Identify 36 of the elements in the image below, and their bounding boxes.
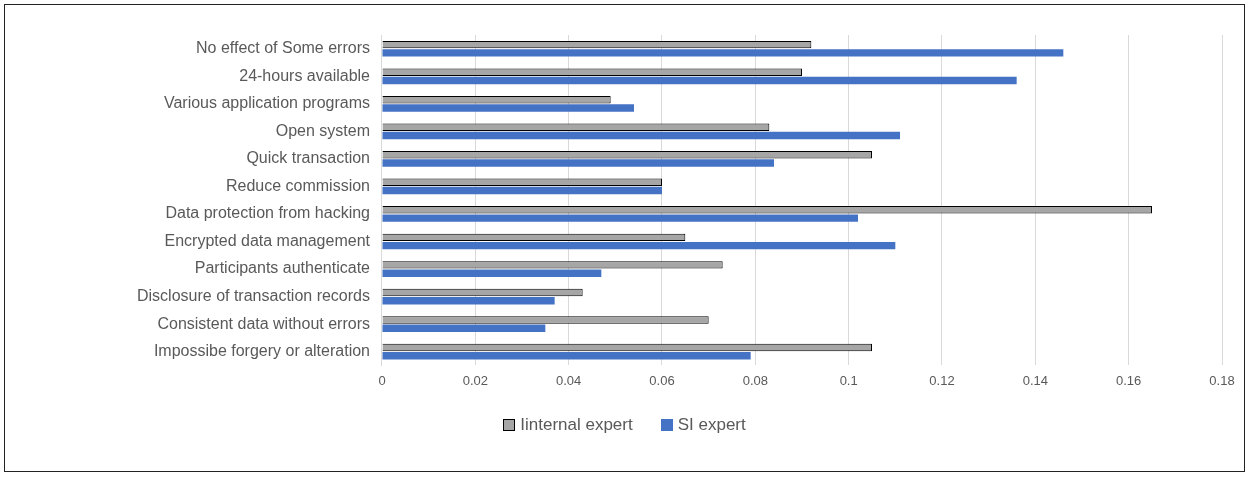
y-tick-label: Various application programs	[163, 94, 370, 112]
y-tick-label: Open system	[275, 121, 370, 139]
y-tick-label: Consistent data without errors	[157, 314, 370, 332]
y-tick-label: No effect of Some errors	[195, 39, 370, 57]
bar	[382, 49, 1064, 57]
y-tick-label: Participants authenticate	[194, 259, 371, 277]
bar	[382, 241, 896, 250]
x-tick-label: 0.12	[929, 372, 955, 388]
bar	[382, 104, 634, 112]
x-tick-label: 0.06	[649, 372, 675, 388]
bar	[382, 76, 1017, 85]
y-tick-label: Impossibe forgery or alteration	[153, 342, 370, 360]
legend-label: SI expert	[677, 415, 746, 435]
x-tick-label: 0.16	[1116, 372, 1142, 388]
x-tick-label: 0	[378, 372, 386, 388]
x-tick-label: 0.08	[742, 372, 768, 388]
y-tick-label: 24-hours available	[239, 66, 371, 84]
x-tick-label: 0.04	[556, 372, 582, 388]
bar	[382, 352, 751, 360]
bar	[382, 269, 602, 277]
bar	[382, 296, 555, 305]
bar	[382, 324, 546, 332]
y-tick-label: Quick transaction	[246, 149, 370, 167]
legend-label: Iinternal expert	[520, 415, 633, 435]
bar	[382, 186, 662, 195]
x-tick-label: 0.1	[839, 372, 858, 388]
x-tick-label: 0.02	[462, 372, 488, 388]
y-tick-label: Encrypted data management	[164, 231, 371, 249]
x-tick-label: 0.14	[1022, 372, 1048, 388]
bar	[382, 131, 900, 140]
y-tick-label: Data protection from hacking	[165, 204, 370, 222]
bar	[382, 214, 858, 222]
y-tick-label: Disclosure of transaction records	[137, 286, 370, 304]
y-tick-label: Reduce commission	[225, 176, 370, 194]
bar	[382, 159, 774, 167]
x-tick-label: 0.18	[1209, 372, 1235, 388]
